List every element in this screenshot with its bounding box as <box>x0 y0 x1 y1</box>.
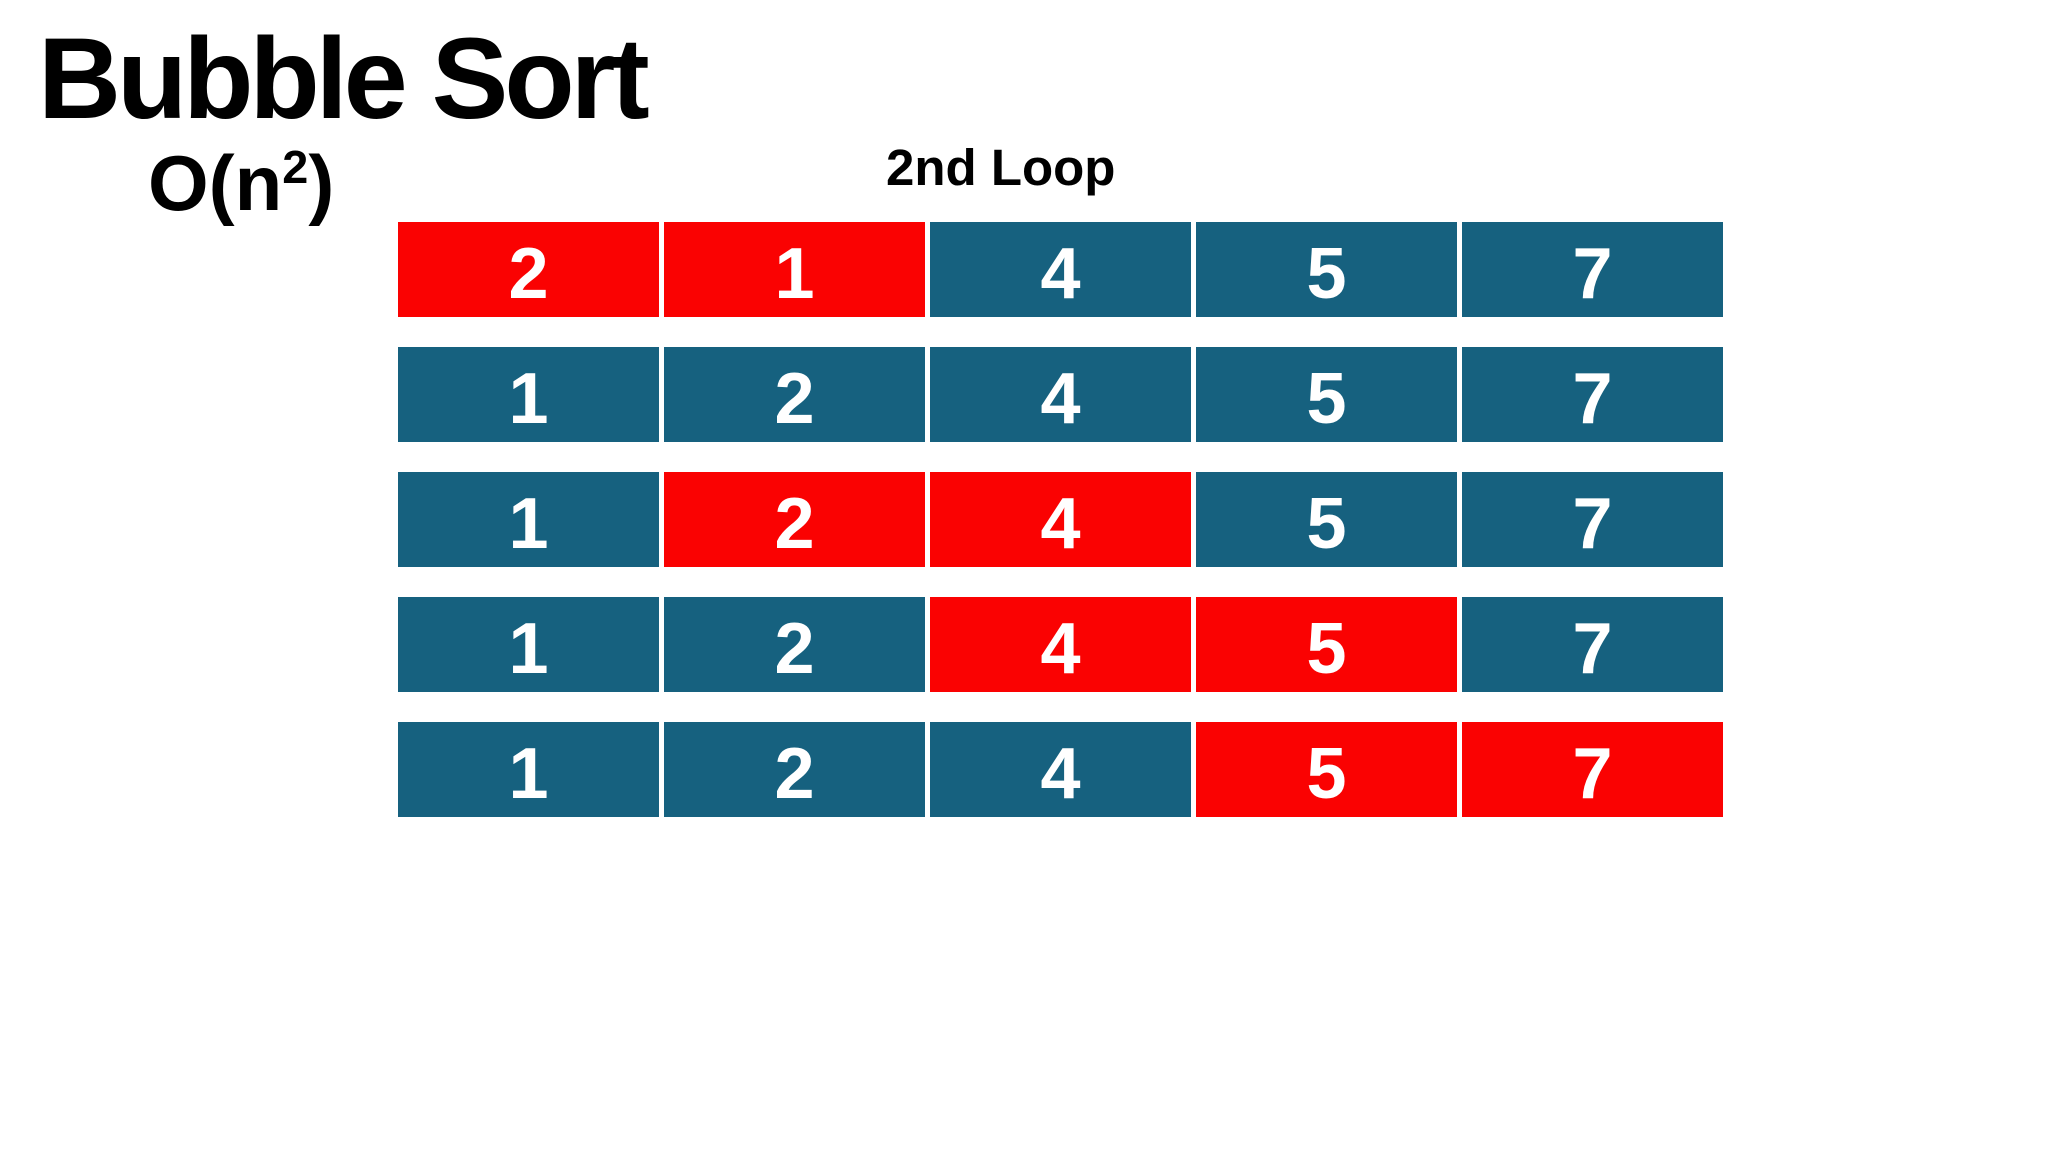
sort-cell: 5 <box>1196 472 1457 567</box>
complexity-base: O(n <box>148 139 283 227</box>
sort-cell: 5 <box>1196 597 1457 692</box>
sort-cell: 4 <box>930 597 1191 692</box>
complexity-close: ) <box>308 139 335 227</box>
sort-cell: 7 <box>1462 347 1723 442</box>
sort-cell: 1 <box>664 222 925 317</box>
complexity-exponent: 2 <box>282 141 309 193</box>
sort-cell: 2 <box>664 472 925 567</box>
sort-cell: 5 <box>1196 722 1457 817</box>
sort-cell: 2 <box>398 222 659 317</box>
sort-cell: 4 <box>930 222 1191 317</box>
loop-label: 2nd Loop <box>886 139 1116 196</box>
page-title: Bubble Sort <box>38 15 650 143</box>
complexity-label: O(n2) <box>148 144 334 222</box>
sort-cell: 5 <box>1196 347 1457 442</box>
sort-cell: 2 <box>664 347 925 442</box>
sort-cell: 1 <box>398 347 659 442</box>
sort-cell: 1 <box>398 597 659 692</box>
sort-cell: 1 <box>398 472 659 567</box>
sort-cell: 4 <box>930 347 1191 442</box>
sort-cell: 2 <box>664 722 925 817</box>
sort-cell: 1 <box>398 722 659 817</box>
sort-cell: 7 <box>1462 597 1723 692</box>
sort-cell: 7 <box>1462 722 1723 817</box>
sort-cell: 7 <box>1462 222 1723 317</box>
sort-cell: 4 <box>930 472 1191 567</box>
sort-cell: 7 <box>1462 472 1723 567</box>
sort-cell: 5 <box>1196 222 1457 317</box>
sort-cell: 4 <box>930 722 1191 817</box>
sort-cell: 2 <box>664 597 925 692</box>
